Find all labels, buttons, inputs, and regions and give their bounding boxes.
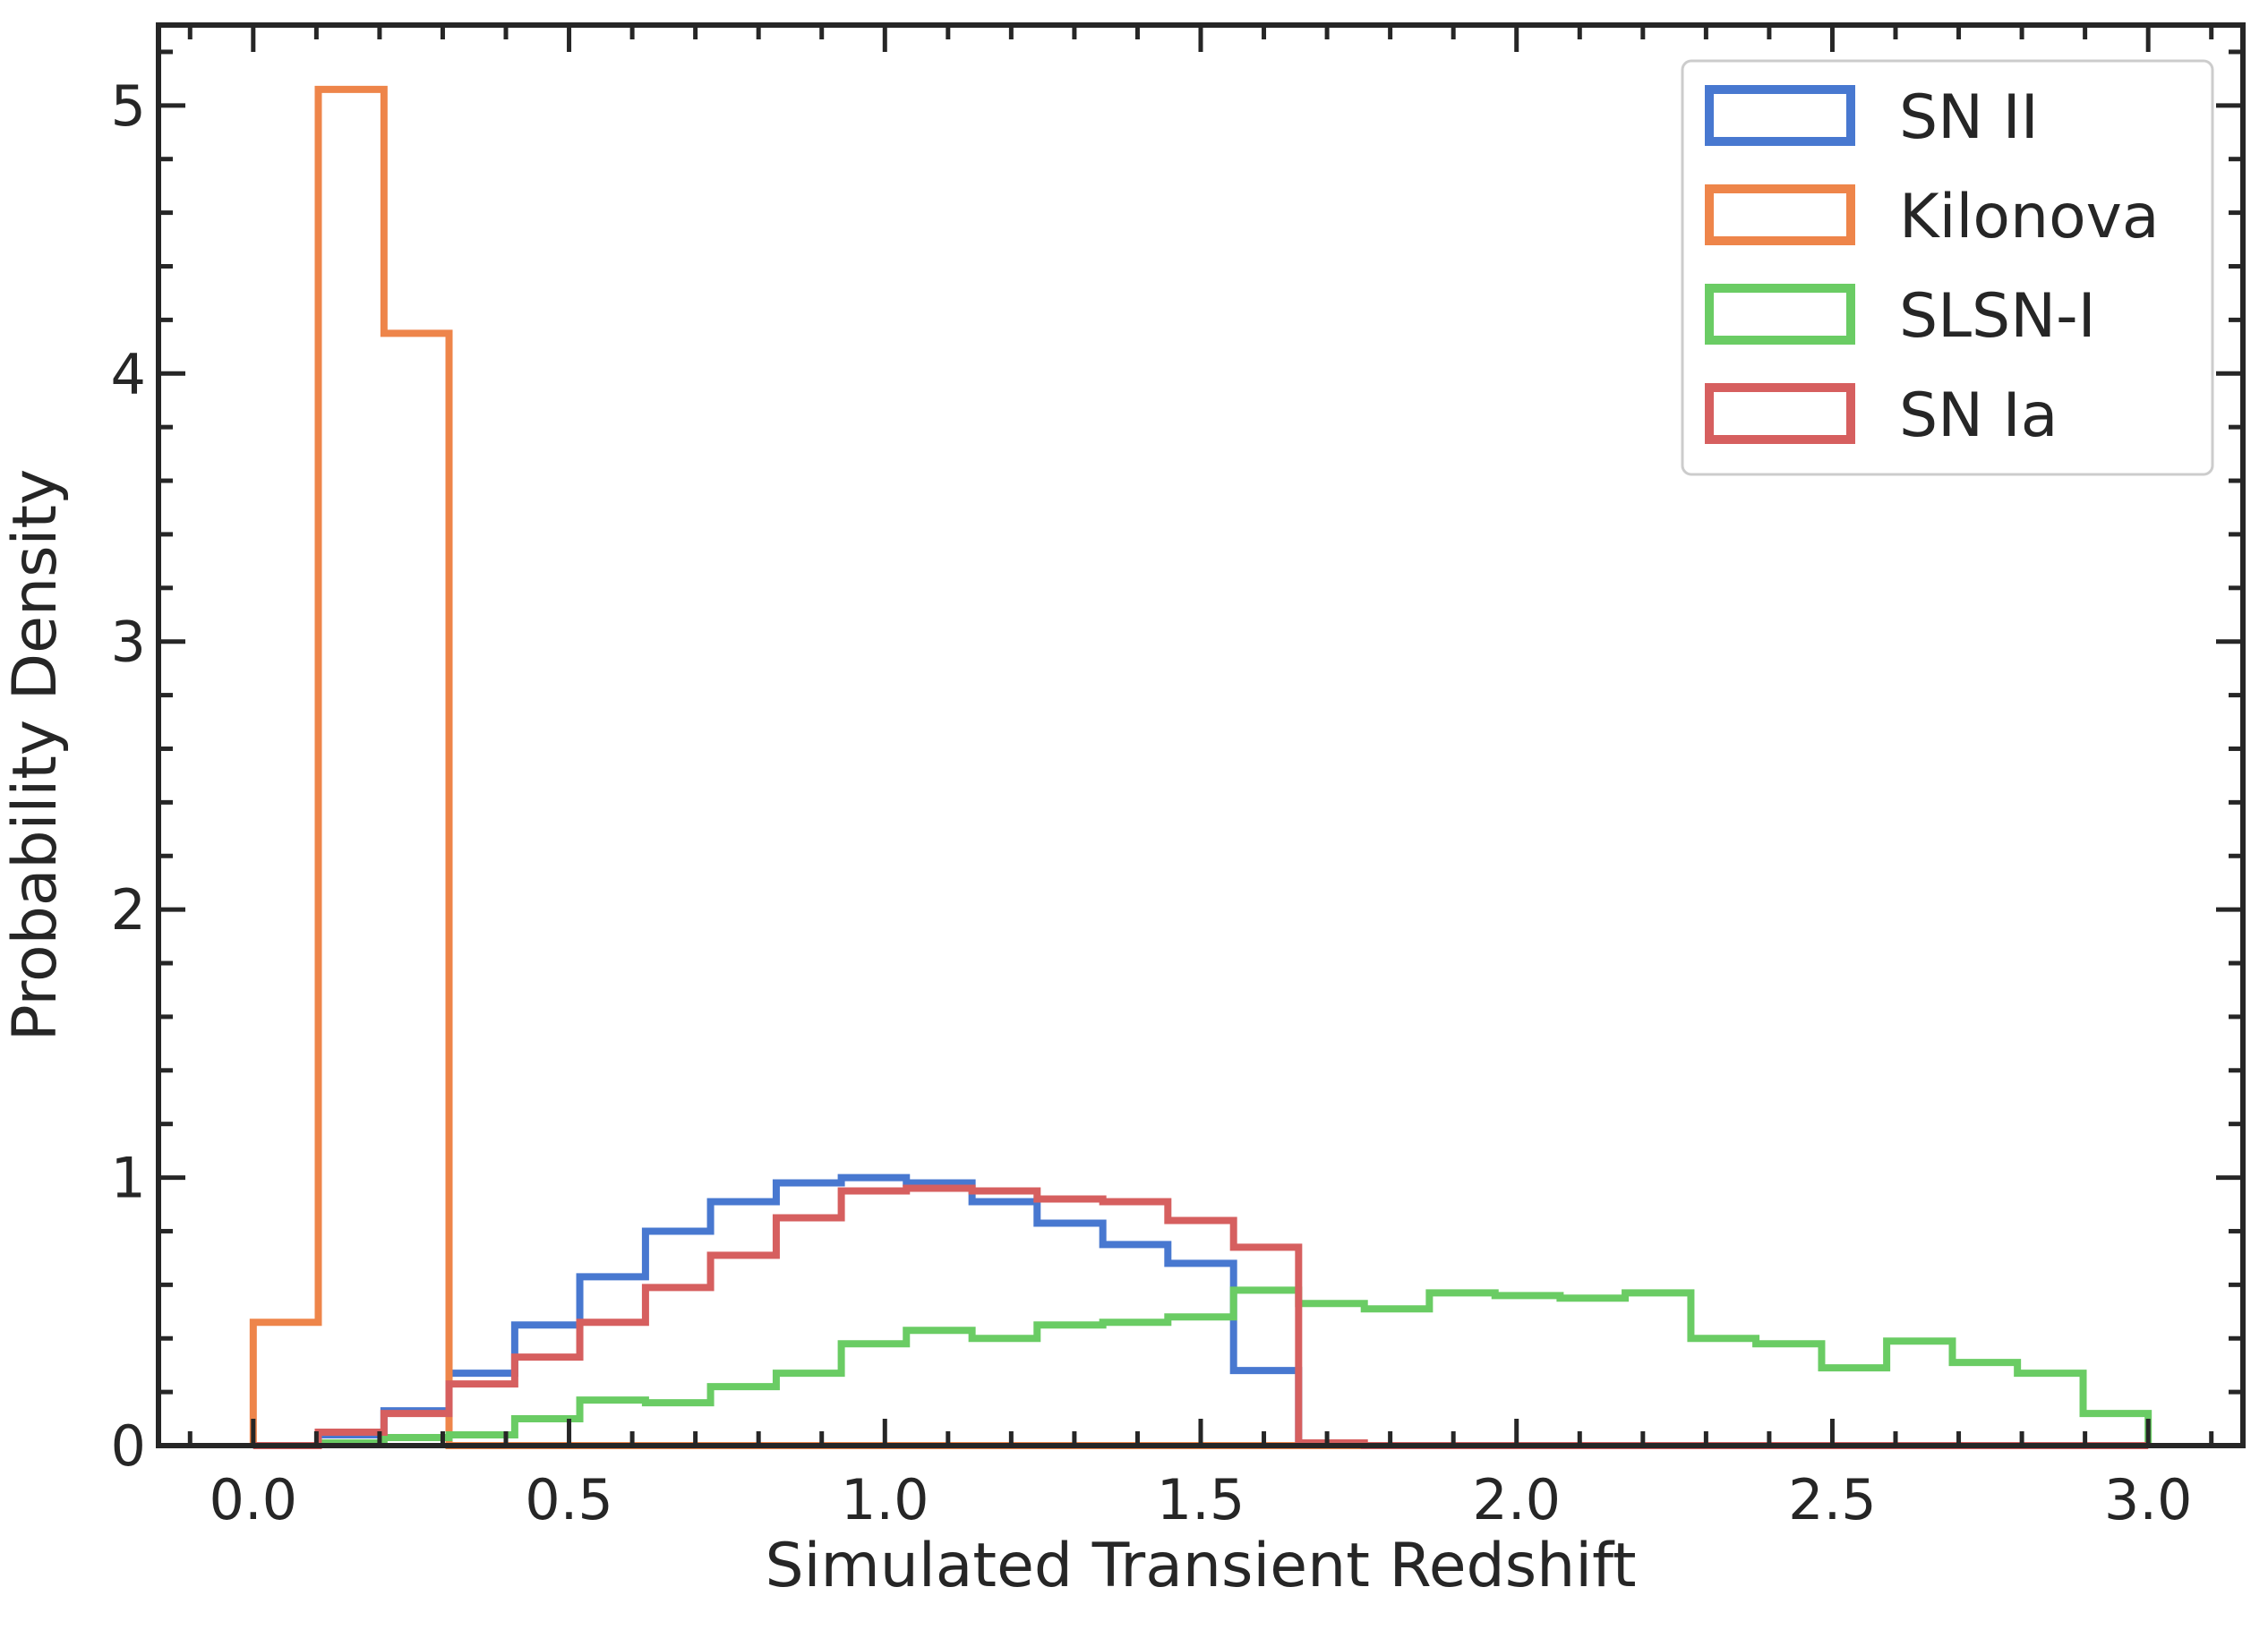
y-tick-label: 0 [111, 1413, 146, 1479]
legend-label-2: SLSN-I [1899, 281, 2096, 352]
y-tick-label: 4 [111, 341, 146, 406]
y-tick-label: 3 [111, 610, 146, 675]
legend-box [1681, 59, 2214, 476]
y-tick-label: 1 [111, 1146, 146, 1211]
legend-swatch-2 [1705, 284, 1855, 345]
x-tick-label: 0.0 [210, 1467, 298, 1532]
x-tick-label: 3.0 [2104, 1467, 2193, 1532]
legend-label-0: SN II [1899, 82, 2039, 153]
legend: SN II Kilonova SLSN-I SN Ia [1681, 59, 2214, 476]
legend-label-3: SN Ia [1899, 380, 2058, 451]
plot-frame [156, 22, 2246, 1448]
x-tick-label: 1.0 [841, 1467, 929, 1532]
y-tick-label: 5 [111, 73, 146, 139]
legend-swatch-0 [1705, 85, 1855, 146]
x-tick-label: 0.5 [525, 1467, 613, 1532]
x-tick-label: 2.5 [1788, 1467, 1877, 1532]
legend-swatch-1 [1705, 184, 1855, 245]
y-axis-label: Probability Density [0, 469, 71, 1042]
y-tick-label: 2 [111, 877, 146, 943]
x-tick-label: 1.5 [1157, 1467, 1245, 1532]
legend-swatch-3 [1705, 383, 1855, 444]
x-axis-label: Simulated Transient Redshift [765, 1531, 1636, 1601]
x-tick-label: 2.0 [1472, 1467, 1561, 1532]
series-2-step-line [314, 1286, 2152, 1447]
legend-label-1: Kilonova [1899, 182, 2160, 252]
